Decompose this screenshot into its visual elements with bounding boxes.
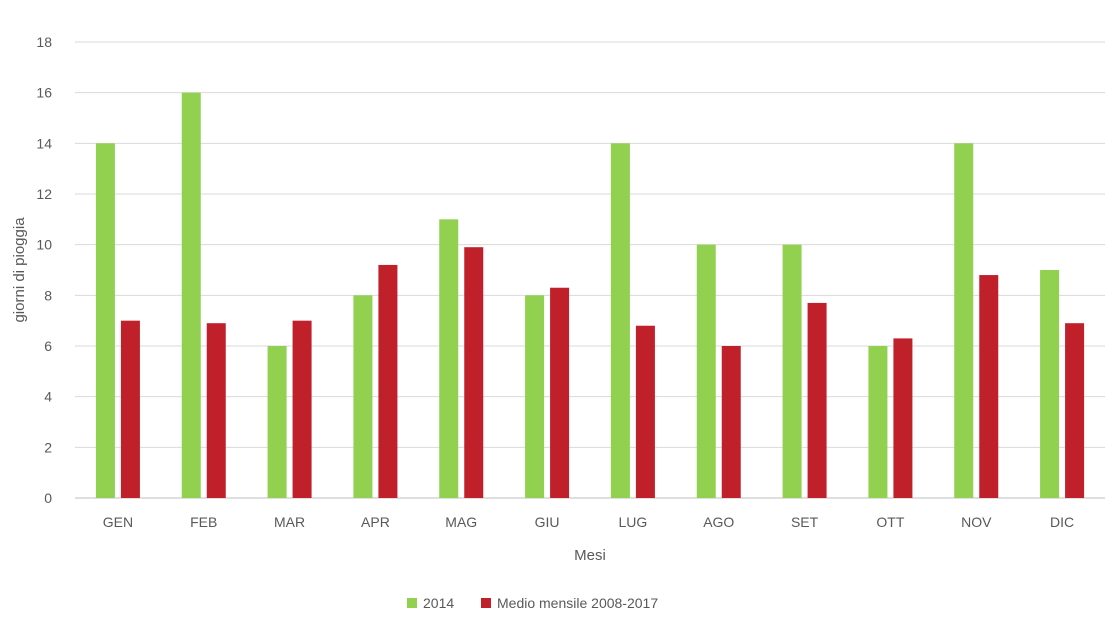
bar-series-2014-mag: [439, 219, 459, 499]
x-axis-title: Mesi: [574, 547, 606, 564]
y-tick-label: 6: [44, 338, 52, 354]
bar-series-2014-nov: [954, 143, 974, 499]
y-tick-label: 0: [44, 490, 52, 506]
gridlines: [75, 41, 1105, 499]
bar-series-medio-nov: [979, 275, 999, 498]
bar-series-2014-lug: [610, 143, 630, 499]
bar-series-2014-gen: [95, 143, 115, 499]
bars: [95, 92, 1085, 499]
legend: 2014 Medio mensile 2008-2017: [407, 595, 658, 611]
y-tick-label: 8: [44, 287, 52, 303]
bar-series-medio-mar: [292, 320, 312, 498]
x-tick-label: AGO: [703, 514, 734, 530]
x-tick-label: OTT: [876, 514, 904, 530]
bar-series-2014-ago: [696, 244, 716, 498]
y-tick-labels: 0 2 4 6 8 10 12 14 16 18: [36, 34, 52, 506]
bar-series-medio-lug: [635, 325, 655, 498]
legend-swatch: [407, 598, 417, 608]
bar-series-2014-giu: [525, 295, 545, 498]
bar-series-2014-dic: [1040, 270, 1060, 498]
legend-swatch: [481, 598, 491, 608]
x-tick-label: MAG: [445, 514, 477, 530]
y-tick-label: 16: [36, 85, 52, 101]
y-tick-label: 18: [36, 34, 52, 50]
x-tick-label: DIC: [1050, 514, 1074, 530]
x-tick-label: MAR: [274, 514, 305, 530]
x-tick-label: APR: [361, 514, 390, 530]
bar-series-medio-ago: [721, 346, 741, 498]
bar-series-medio-mag: [464, 247, 484, 498]
bar-series-2014-mar: [267, 346, 287, 498]
x-tick-label: GEN: [103, 514, 133, 530]
y-tick-label: 4: [44, 389, 52, 405]
y-tick-label: 10: [36, 237, 52, 253]
x-tick-label: GIU: [535, 514, 560, 530]
bar-series-medio-apr: [378, 264, 398, 498]
x-tick-labels: GEN FEB MAR APR MAG GIU LUG AGO SET OTT NOV DIC: [103, 514, 1074, 530]
y-tick-label: 14: [36, 135, 52, 151]
bar-series-2014-ott: [868, 346, 888, 498]
bar-series-2014-apr: [353, 295, 373, 498]
bar-series-medio-feb: [206, 323, 226, 498]
bar-series-medio-ott: [893, 338, 913, 498]
x-tick-label: NOV: [961, 514, 992, 530]
y-tick-label: 2: [44, 439, 52, 455]
bar-series-medio-set: [807, 302, 827, 498]
bar-series-medio-giu: [550, 287, 570, 498]
x-tick-label: LUG: [619, 514, 648, 530]
bar-series-2014-set: [782, 244, 802, 498]
y-tick-label: 12: [36, 186, 52, 202]
x-tick-label: FEB: [190, 514, 217, 530]
bar-series-medio-dic: [1065, 323, 1085, 498]
y-axis-title: giorni di pioggia: [11, 217, 28, 323]
legend-label: 2014: [423, 595, 454, 611]
bar-series-medio-gen: [120, 320, 140, 498]
legend-label: Medio mensile 2008-2017: [497, 595, 658, 611]
x-tick-label: SET: [791, 514, 819, 530]
bar-series-2014-feb: [181, 92, 201, 499]
